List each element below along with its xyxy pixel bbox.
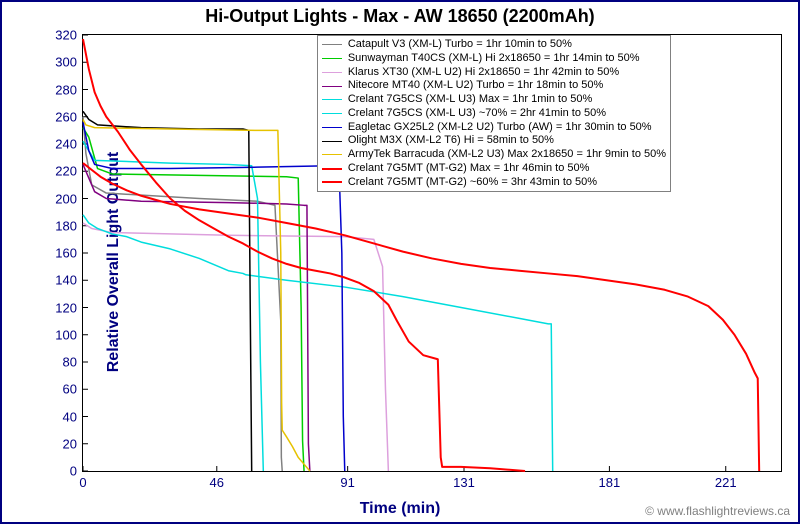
legend-swatch <box>322 99 342 100</box>
y-tick-label: 160 <box>55 246 83 261</box>
y-tick-label: 220 <box>55 164 83 179</box>
legend-row: Klarus XT30 (XM-L U2) Hi 2x18650 = 1hr 4… <box>322 66 666 80</box>
y-tick-label: 260 <box>55 109 83 124</box>
legend-row: Crelant 7G5CS (XM-L U3) Max = 1hr 1min t… <box>322 93 666 107</box>
x-tick-label: 0 <box>79 471 86 490</box>
y-tick-label: 200 <box>55 191 83 206</box>
y-tick-label: 320 <box>55 28 83 43</box>
legend-label: Nitecore MT40 (XM-L U2) Turbo = 1hr 18mi… <box>348 79 603 93</box>
chart-title: Hi-Output Lights - Max - AW 18650 (2200m… <box>2 6 798 27</box>
legend-label: ArmyTek Barracuda (XM-L2 U3) Max 2x18650… <box>348 148 666 162</box>
x-tick-label: 181 <box>599 471 621 490</box>
series-line <box>83 119 310 471</box>
legend-label: Catapult V3 (XM-L) Turbo = 1hr 10min to … <box>348 38 572 52</box>
legend-swatch <box>322 181 342 183</box>
legend-swatch <box>322 86 342 87</box>
legend-label: Crelant 7G5MT (MT-G2) Max = 1hr 46min to… <box>348 162 590 176</box>
legend-swatch <box>322 154 342 155</box>
series-line <box>83 111 252 471</box>
x-tick-label: 91 <box>340 471 354 490</box>
legend-label: Crelant 7G5CS (XM-L U3) ~70% = 2hr 41min… <box>348 107 606 121</box>
legend-label: Crelant 7G5CS (XM-L U3) Max = 1hr 1min t… <box>348 93 592 107</box>
legend-label: Klarus XT30 (XM-L U2) Hi 2x18650 = 1hr 4… <box>348 66 619 80</box>
y-tick-label: 180 <box>55 218 83 233</box>
x-tick-label: 46 <box>210 471 224 490</box>
legend-swatch <box>322 141 342 142</box>
legend-swatch <box>322 168 342 170</box>
y-tick-label: 60 <box>63 382 83 397</box>
x-tick-label: 131 <box>453 471 475 490</box>
y-tick-label: 20 <box>63 436 83 451</box>
legend-box: Catapult V3 (XM-L) Turbo = 1hr 10min to … <box>317 35 671 192</box>
legend-label: Crelant 7G5MT (MT-G2) ~60% = 3hr 43min t… <box>348 176 597 190</box>
legend-row: Nitecore MT40 (XM-L U2) Turbo = 1hr 18mi… <box>322 79 666 93</box>
y-tick-label: 280 <box>55 82 83 97</box>
credit-text: © www.flashlightreviews.ca <box>645 504 790 518</box>
legend-swatch <box>322 113 342 114</box>
legend-row: ArmyTek Barracuda (XM-L2 U3) Max 2x18650… <box>322 148 666 162</box>
y-tick-label: 100 <box>55 327 83 342</box>
legend-swatch <box>322 44 342 45</box>
legend-row: Catapult V3 (XM-L) Turbo = 1hr 10min to … <box>322 38 666 52</box>
legend-row: Crelant 7G5MT (MT-G2) Max = 1hr 46min to… <box>322 162 666 176</box>
y-tick-label: 80 <box>63 355 83 370</box>
legend-row: Sunwayman T40CS (XM-L) Hi 2x18650 = 1hr … <box>322 52 666 66</box>
legend-label: Sunwayman T40CS (XM-L) Hi 2x18650 = 1hr … <box>348 52 640 66</box>
y-tick-label: 240 <box>55 137 83 152</box>
legend-swatch <box>322 127 342 128</box>
y-tick-label: 140 <box>55 273 83 288</box>
legend-swatch <box>322 58 342 59</box>
legend-row: Crelant 7G5CS (XM-L U3) ~70% = 2hr 41min… <box>322 107 666 121</box>
y-tick-label: 120 <box>55 300 83 315</box>
series-line <box>83 128 304 471</box>
legend-row: Crelant 7G5MT (MT-G2) ~60% = 3hr 43min t… <box>322 176 666 190</box>
legend-swatch <box>322 72 342 73</box>
legend-row: Olight M3X (XM-L2 T6) Hi = 58min to 50% <box>322 134 666 148</box>
legend-label: Eagletac GX25L2 (XM-L2 U2) Turbo (AW) = … <box>348 121 652 135</box>
x-tick-label: 221 <box>715 471 737 490</box>
y-tick-label: 300 <box>55 55 83 70</box>
legend-row: Eagletac GX25L2 (XM-L2 U2) Turbo (AW) = … <box>322 121 666 135</box>
plot-area: Catapult V3 (XM-L) Turbo = 1hr 10min to … <box>82 34 782 472</box>
chart-frame: Hi-Output Lights - Max - AW 18650 (2200m… <box>0 0 800 524</box>
series-line <box>83 141 263 471</box>
y-tick-label: 40 <box>63 409 83 424</box>
legend-label: Olight M3X (XM-L2 T6) Hi = 58min to 50% <box>348 134 554 148</box>
series-line <box>83 215 553 471</box>
